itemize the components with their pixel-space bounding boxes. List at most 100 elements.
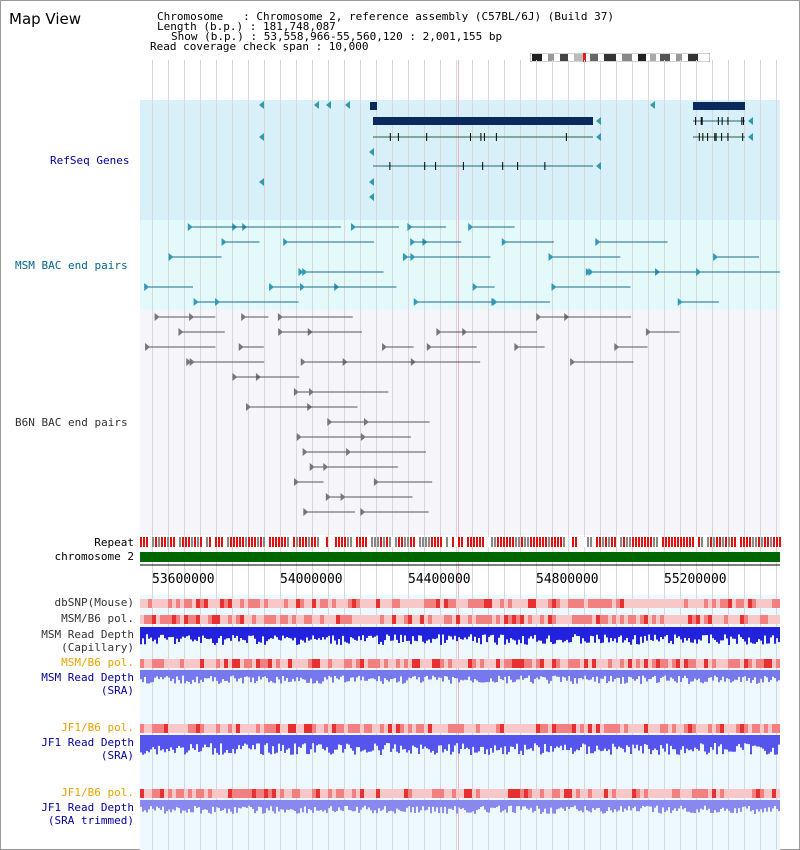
read-depth-bar <box>206 800 208 810</box>
repeat-segment <box>773 537 775 547</box>
polymorphism-cell <box>352 659 356 668</box>
read-depth-bar <box>170 735 172 748</box>
read-depth-bar <box>756 627 758 642</box>
polymorphism-cell <box>360 789 364 798</box>
read-depth-bar <box>668 800 670 808</box>
polymorphism-cell <box>424 789 428 798</box>
polymorphism-cell <box>716 789 720 798</box>
repeat-segment <box>386 537 388 547</box>
polymorphism-cell <box>556 659 560 668</box>
repeat-segment <box>143 537 145 547</box>
read-depth-bar <box>492 735 494 753</box>
read-depth-bar <box>652 627 654 641</box>
polymorphism-cell <box>324 789 328 798</box>
repeat-segment <box>182 537 184 547</box>
read-depth-bar <box>482 800 484 807</box>
polymorphism-cell <box>644 599 648 608</box>
polymorphism-cell <box>252 724 256 733</box>
polymorphism-cell <box>216 724 220 733</box>
track-label-b6n-bac[interactable]: B6N BAC end pairs <box>15 416 128 429</box>
polymorphism-cell <box>496 659 500 668</box>
polymorphism-cell <box>252 599 256 608</box>
read-depth-bar <box>266 670 268 679</box>
polymorphism-cell <box>516 659 520 668</box>
polymorphism-cell <box>564 724 568 733</box>
read-depth-bar <box>686 627 688 641</box>
read-depth-bar <box>308 735 310 755</box>
read-depth-bar <box>610 627 612 638</box>
polymorphism-cell <box>240 599 244 608</box>
read-depth-bar <box>674 800 676 809</box>
read-depth-bar <box>504 735 506 747</box>
polymorphism-cell <box>728 599 732 608</box>
read-depth-bar <box>288 670 290 682</box>
read-depth-bar <box>766 670 768 678</box>
polymorphism-cell <box>140 724 144 733</box>
read-depth-bar <box>604 735 606 749</box>
read-depth-bar <box>528 735 530 750</box>
read-depth-bar <box>304 735 306 744</box>
b6n-bac-end <box>325 493 331 501</box>
read-depth-bar <box>396 627 398 640</box>
read-depth-bar <box>530 670 532 682</box>
read-depth-bar <box>514 800 516 813</box>
polymorphism-cell <box>708 659 712 668</box>
read-depth-bar <box>380 670 382 682</box>
read-depth-bar <box>364 627 366 642</box>
read-depth-bar <box>294 627 296 638</box>
read-depth-bar <box>474 800 476 814</box>
read-depth-bar <box>634 627 636 636</box>
polymorphism-cell <box>572 724 576 733</box>
polymorphism-cell <box>684 789 688 798</box>
read-depth-bar <box>338 670 340 680</box>
read-depth-bar <box>324 800 326 811</box>
polymorphism-cell <box>696 599 700 608</box>
read-depth-bar <box>762 800 764 813</box>
polymorphism-cell <box>372 789 376 798</box>
read-depth-bar <box>374 670 376 680</box>
polymorphism-cell <box>340 599 344 608</box>
read-depth-bar <box>496 800 498 807</box>
polymorphism-cell <box>556 599 560 608</box>
chromosome-ideogram[interactable] <box>530 53 710 62</box>
b6n-bac-end <box>154 313 160 321</box>
read-depth-bar <box>758 670 760 683</box>
polymorphism-cell <box>648 615 652 624</box>
read-depth-bar <box>662 627 664 640</box>
read-depth-bar <box>676 800 678 811</box>
polymorphism-cell <box>492 599 496 608</box>
polymorphism-cell <box>292 789 296 798</box>
read-depth-bar <box>752 627 754 644</box>
polymorphism-cell <box>656 659 660 668</box>
read-depth-bar <box>196 627 198 641</box>
read-depth-bar <box>588 735 590 747</box>
polymorphism-cell <box>452 599 456 608</box>
polymorphism-cell <box>308 659 312 668</box>
polymorphism-cell <box>420 724 424 733</box>
polymorphism-cell <box>644 659 648 668</box>
read-depth-bar <box>464 800 466 810</box>
track-label-msm-bac[interactable]: MSM BAC end pairs <box>15 259 128 272</box>
repeat-segment <box>200 537 202 547</box>
read-depth-bar <box>392 735 394 749</box>
read-depth-bar <box>180 670 182 684</box>
read-depth-bar <box>428 670 430 680</box>
read-depth-bar <box>734 627 736 639</box>
polymorphism-cell <box>708 724 712 733</box>
read-depth-bar <box>556 670 558 677</box>
polymorphism-cell <box>624 615 628 624</box>
read-depth-bar <box>518 670 520 680</box>
polymorphism-cell <box>516 724 520 733</box>
polymorphism-cell <box>252 615 256 624</box>
read-depth-bar <box>486 670 488 683</box>
polymorphism-cell <box>348 659 352 668</box>
read-depth-bar <box>388 670 390 682</box>
read-depth-bar <box>638 800 640 812</box>
read-depth-bar <box>534 670 536 679</box>
polymorphism-cell <box>620 615 624 624</box>
polymorphism-cell <box>488 615 492 624</box>
read-depth-bar <box>548 627 550 636</box>
track-label-refseq[interactable]: RefSeq Genes <box>50 154 130 167</box>
read-depth-bar <box>532 800 534 813</box>
